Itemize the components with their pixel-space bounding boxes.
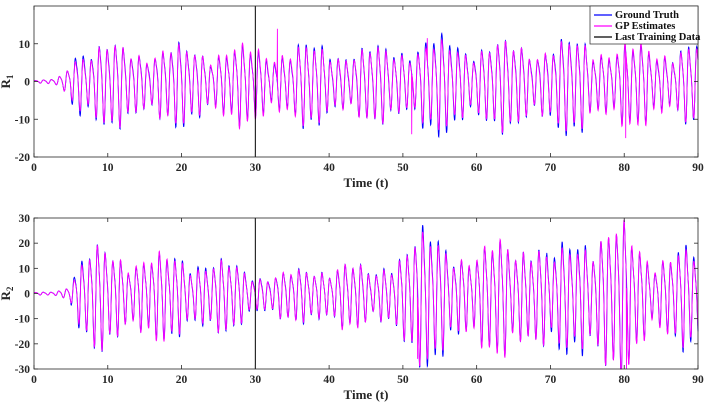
top-y-tick-label: -10 (15, 114, 31, 126)
bottom-x-tick-label: 60 (471, 374, 483, 386)
top-series-gp-estimates (33, 28, 699, 139)
bottom-y-tick-label: 20 (19, 238, 31, 250)
bottom-y-tick-label: -30 (15, 364, 31, 376)
bottom-x-tick-label: 0 (31, 374, 37, 386)
bottom-y-tick-label: -10 (15, 314, 31, 326)
bottom-x-tick-label: 30 (250, 374, 262, 386)
legend-label-last-training-data: Last Training Data (615, 32, 701, 43)
top-x-axis-label: Time (t) (344, 175, 389, 190)
bottom-x-tick-label: 40 (323, 374, 335, 386)
top-x-tick-label: 40 (323, 162, 335, 174)
bottom-x-axis-label: Time (t) (344, 387, 389, 402)
top-x-tick-label: 0 (31, 162, 37, 174)
top-chart-panel: 0 10 20 30 40 50 60 70 80 90 -20 -10 0 10 Time (t) R1… (0, 5, 704, 190)
bottom-y-axis-label-sub: 2 (5, 286, 15, 291)
bottom-y-tick-label: 10 (19, 263, 31, 275)
bottom-series-gp-estimates (33, 219, 699, 370)
bottom-ticks: 0 10 20 30 40 50 60 70 80 90 -30 -20 -10 0 10 20 30 (15, 213, 704, 386)
bottom-y-tick-label: 0 (24, 289, 30, 301)
top-x-tick-label: 50 (397, 162, 409, 174)
bottom-y-axis-label: R2 (0, 286, 15, 300)
bottom-y-tick-label: 30 (19, 213, 31, 225)
top-y-tick-label: 10 (19, 39, 31, 51)
legend-box (589, 5, 699, 45)
bottom-x-tick-label: 10 (102, 374, 114, 386)
top-y-axis-label-sub: 1 (5, 74, 15, 79)
top-x-tick-label: 20 (176, 162, 188, 174)
bottom-x-tick-label: 70 (545, 374, 557, 386)
bottom-x-tick-label: 90 (692, 374, 704, 386)
bottom-chart-panel: 0 10 20 30 40 50 60 70 80 90 -30 -20 -10 0 10 20 30 Time… (0, 213, 704, 402)
bottom-y-axis-label-main: R (0, 290, 13, 300)
legend-label-ground-truth: Ground Truth (615, 10, 679, 21)
top-y-tick-label: 0 (24, 77, 30, 89)
top-x-tick-label: 60 (471, 162, 483, 174)
top-ticks: 0 10 20 30 40 50 60 70 80 90 -20 -10 0 10 (15, 6, 704, 174)
top-x-tick-label: 90 (692, 162, 704, 174)
top-x-tick-label: 30 (250, 162, 262, 174)
top-x-tick-label: 70 (545, 162, 557, 174)
bottom-x-tick-label: 80 (618, 374, 630, 386)
top-x-tick-label: 80 (618, 162, 630, 174)
top-series-lines (33, 28, 699, 139)
top-y-tick-label: -20 (15, 152, 31, 164)
bottom-y-tick-label: -20 (15, 339, 31, 351)
top-y-axis-label: R1 (0, 74, 15, 88)
legend-label-gp-estimates: GP Estimates (615, 21, 675, 32)
bottom-series-lines (33, 219, 699, 370)
top-y-axis-label-main: R (0, 78, 13, 88)
top-x-tick-label: 10 (102, 162, 114, 174)
legend: Ground Truth GP Estimates Last Training … (589, 5, 701, 45)
bottom-x-tick-label: 20 (176, 374, 188, 386)
bottom-x-tick-label: 50 (397, 374, 409, 386)
